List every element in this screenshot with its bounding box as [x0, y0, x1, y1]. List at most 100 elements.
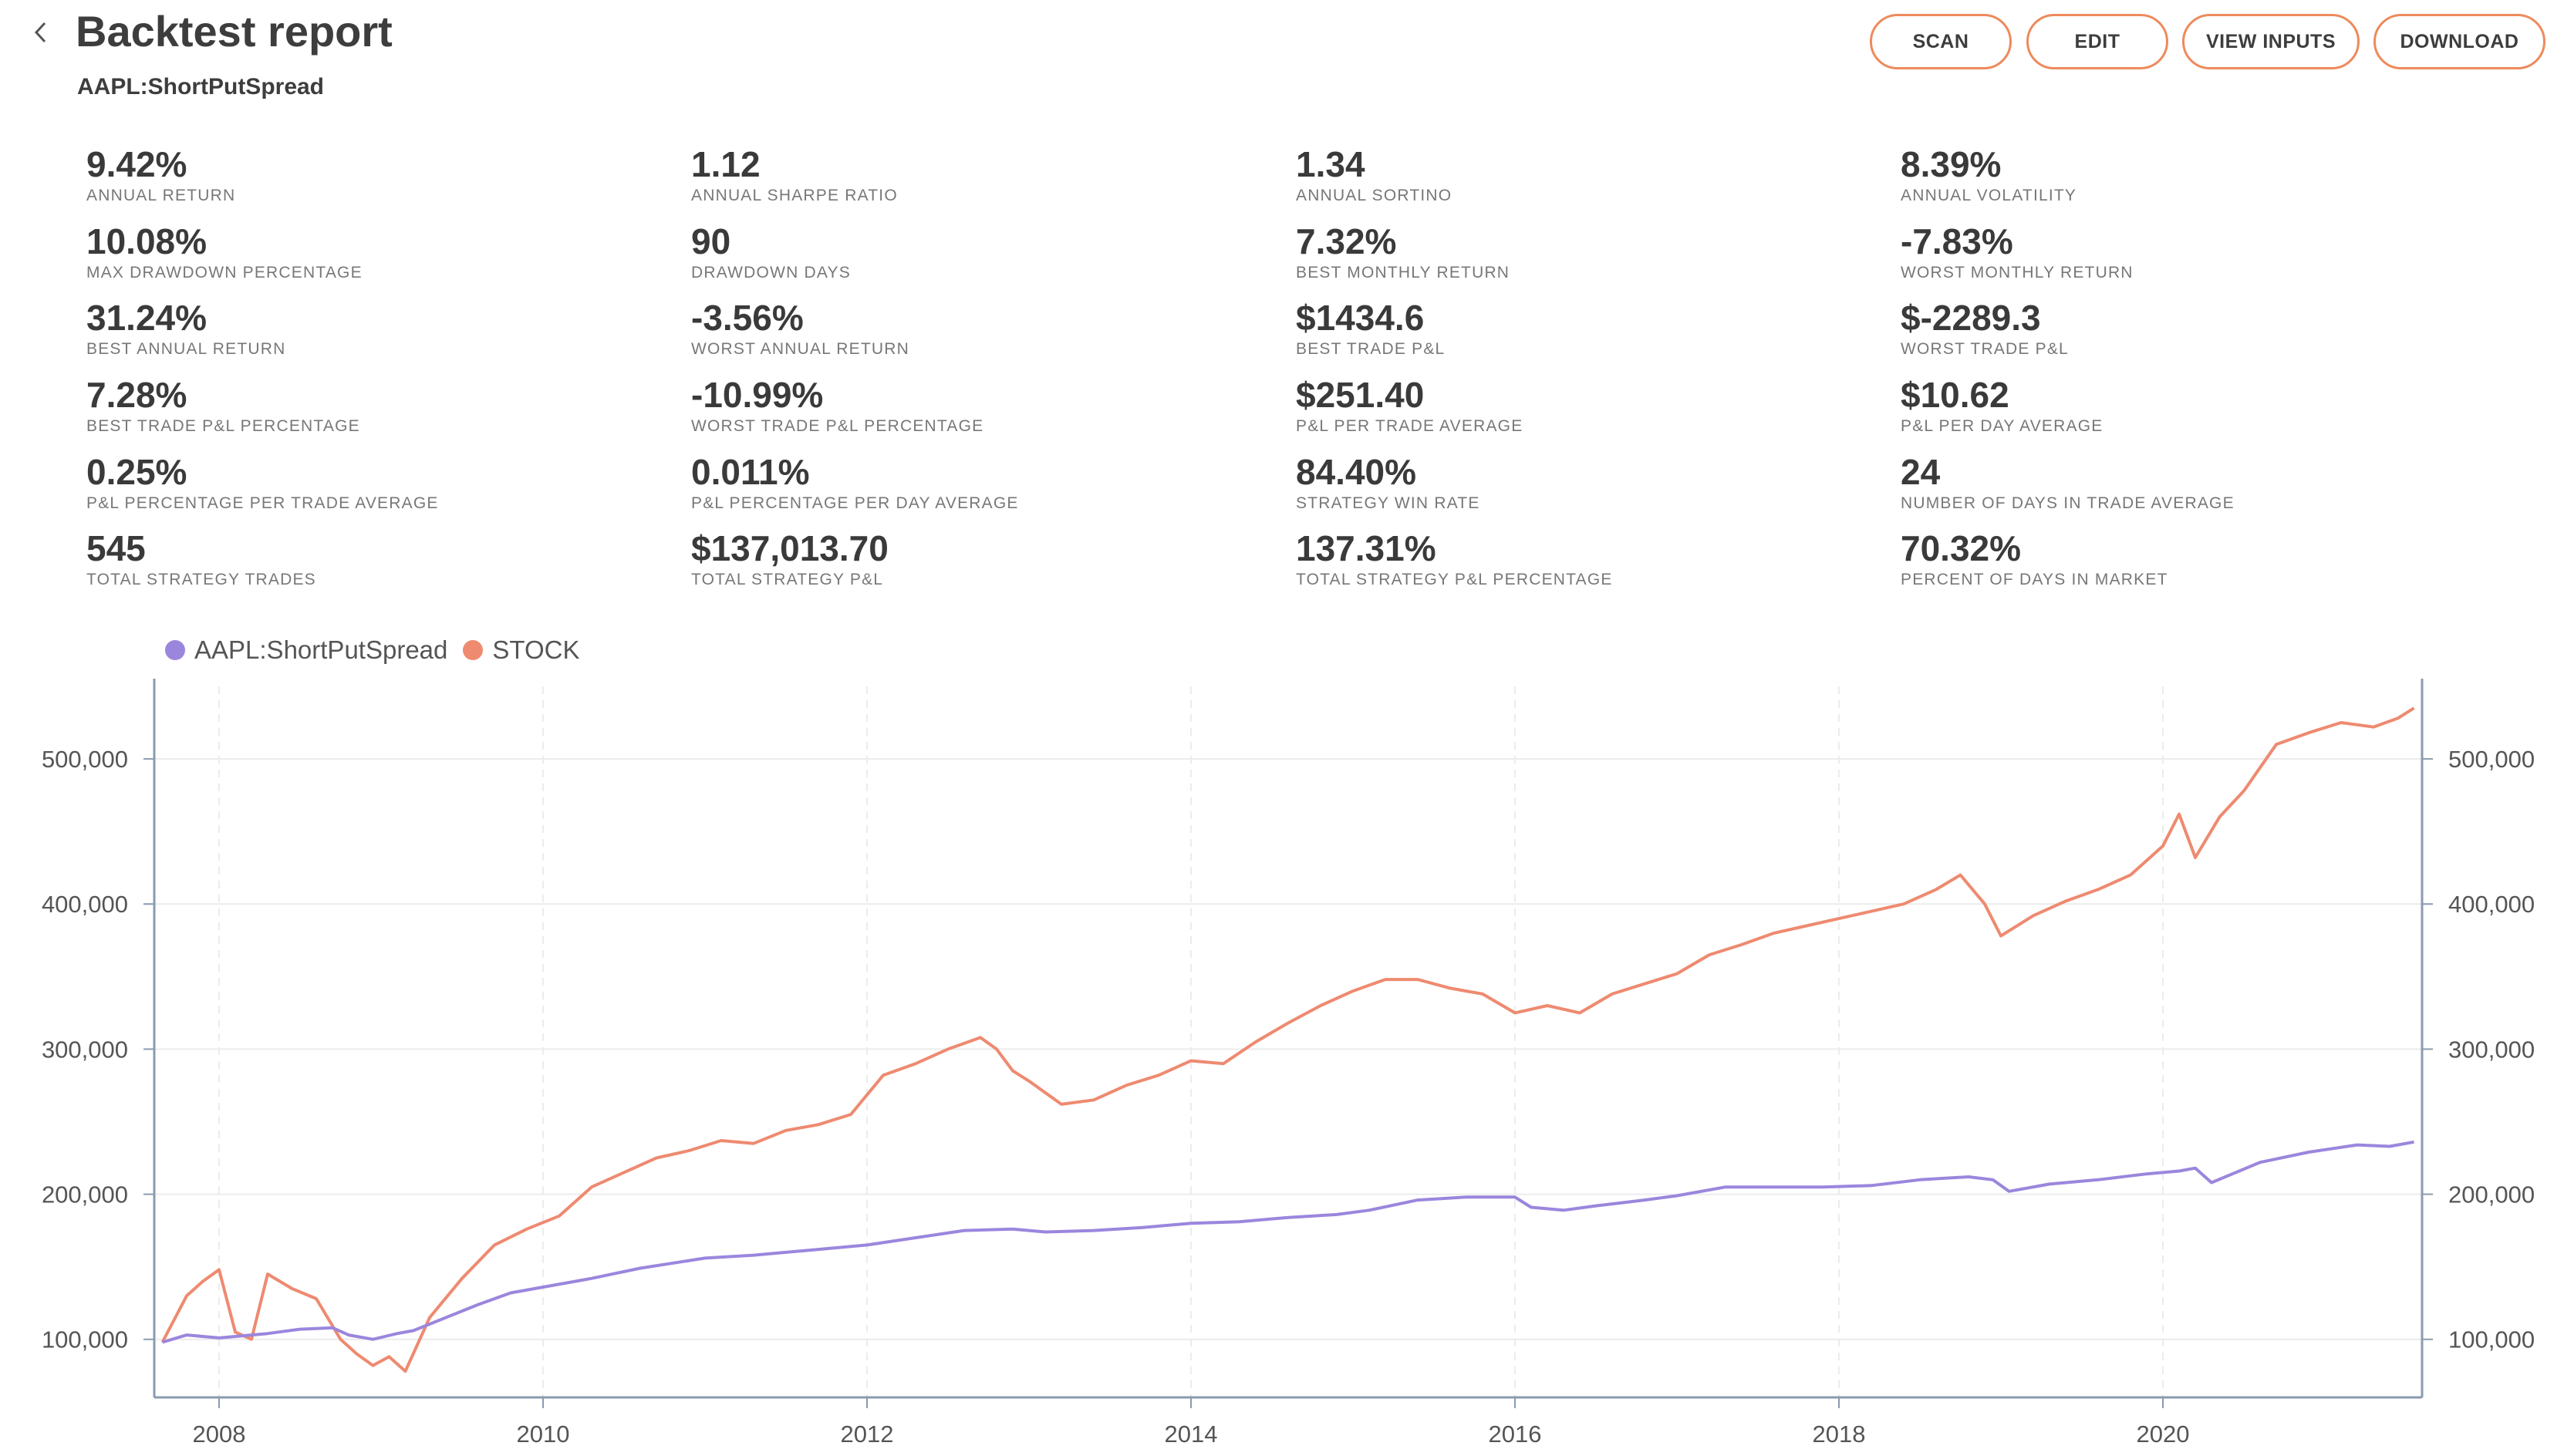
strategy-name: AAPL:ShortPutSpread [77, 74, 325, 99]
metric-value: -10.99% [691, 375, 824, 415]
metric-value: 7.28% [86, 375, 187, 415]
equity-chart: 100,000 100,000 200,000 200,000 300,000 300,0… [42, 679, 2535, 1448]
y-tick-label-left: 500,000 [42, 746, 128, 773]
metric-annual-return: 9.42% ANNUAL RETURN [86, 147, 235, 205]
metric-value: 10.08% [86, 221, 207, 261]
metric-pnl-per-trade-average: $251.40 P&L PER TRADE AVERAGE [1296, 377, 1523, 436]
chevron-left-icon [34, 22, 46, 43]
metric-best-annual-return: 31.24% BEST ANNUAL RETURN [86, 300, 286, 359]
metric-best-trade-pnl: $1434.6 BEST TRADE P&L [1296, 300, 1445, 359]
metric-label: BEST TRADE P&L [1296, 340, 1446, 358]
scan-button[interactable]: SCAN [1870, 14, 2012, 69]
metric-value: 84.40% [1296, 452, 1417, 492]
legend-dot-strategy [165, 640, 185, 660]
legend-item-stock[interactable]: STOCK [463, 635, 579, 665]
metric-label: BEST TRADE P&L PERCENTAGE [86, 417, 360, 435]
series-line-strategy [161, 1140, 2414, 1344]
y-tick-label-left: 200,000 [42, 1181, 128, 1208]
metric-total-strategy-pnl: $137,013.70 TOTAL STRATEGY P&L [691, 531, 889, 589]
metric-label: P&L PERCENTAGE PER TRADE AVERAGE [86, 494, 439, 512]
metric-value: 31.24% [86, 298, 207, 338]
x-tick-label: 2016 [1489, 1421, 1542, 1448]
y-tick-label-left: 100,000 [42, 1326, 128, 1353]
series-line-stock [160, 706, 2415, 1373]
metric-best-trade-pnl-percentage: 7.28% BEST TRADE P&L PERCENTAGE [86, 377, 360, 436]
metric-label: WORST TRADE P&L PERCENTAGE [691, 417, 984, 435]
metric-best-monthly-return: 7.32% BEST MONTHLY RETURN [1296, 224, 1510, 282]
metric-value: 7.32% [1296, 221, 1397, 261]
metric-worst-trade-pnl: $-2289.3 WORST TRADE P&L [1901, 300, 2069, 359]
metric-value: 9.42% [86, 144, 187, 184]
metric-value: 0.011% [691, 452, 810, 492]
legend-dot-stock [463, 640, 484, 660]
legend-label-stock: STOCK [492, 635, 580, 664]
metric-total-strategy-pnl-percentage: 137.31% TOTAL STRATEGY P&L PERCENTAGE [1296, 531, 1613, 589]
metric-value: $1434.6 [1296, 298, 1425, 338]
metric-pnl-percentage-per-trade-average: 0.25% P&L PERCENTAGE PER TRADE AVERAGE [86, 454, 439, 513]
download-button[interactable]: DOWNLOAD [2373, 14, 2545, 69]
metric-value: -7.83% [1901, 221, 2013, 261]
metric-label: WORST MONTHLY RETURN [1901, 264, 2134, 281]
metric-annual-volatility: 8.39% ANNUAL VOLATILITY [1901, 147, 2077, 205]
metric-value: 24 [1901, 452, 1941, 492]
metric-value: 70.32% [1901, 528, 2022, 568]
back-button[interactable] [28, 17, 56, 48]
x-tick-label: 2020 [2137, 1421, 2190, 1448]
metric-annual-sharpe-ratio: 1.12 ANNUAL SHARPE RATIO [691, 147, 898, 205]
metric-days-in-trade-average: 24 NUMBER OF DAYS IN TRADE AVERAGE [1901, 454, 2235, 513]
y-tick-label-right: 200,000 [2448, 1181, 2535, 1208]
metric-label: ANNUAL SHARPE RATIO [691, 187, 898, 204]
metric-value: $10.62 [1901, 375, 2009, 415]
metric-label: DRAWDOWN DAYS [691, 264, 851, 281]
edit-button[interactable]: EDIT [2026, 14, 2168, 69]
metric-strategy-win-rate: 84.40% STRATEGY WIN RATE [1296, 454, 1480, 513]
chart-series [160, 706, 2415, 1373]
metric-value: $251.40 [1296, 375, 1425, 415]
metric-label: MAX DRAWDOWN PERCENTAGE [86, 264, 363, 281]
metric-pnl-percentage-per-day-average: 0.011% P&L PERCENTAGE PER DAY AVERAGE [691, 454, 1019, 513]
y-tick-label-left: 300,000 [42, 1036, 128, 1063]
metric-label: ANNUAL SORTINO [1296, 187, 1452, 204]
page-title: Backtest report [76, 7, 393, 56]
y-tick-label-right: 400,000 [2448, 891, 2535, 918]
metric-label: TOTAL STRATEGY P&L [691, 571, 884, 588]
legend-label-strategy: AAPL:ShortPutSpread [194, 635, 448, 664]
metric-label: P&L PERCENTAGE PER DAY AVERAGE [691, 494, 1019, 512]
y-tick-label-right: 100,000 [2448, 1326, 2535, 1353]
metric-worst-trade-pnl-percentage: -10.99% WORST TRADE P&L PERCENTAGE [691, 377, 983, 436]
x-tick-label: 2010 [517, 1421, 570, 1448]
metric-pnl-per-day-average: $10.62 P&L PER DAY AVERAGE [1901, 377, 2103, 436]
metric-value: 8.39% [1901, 144, 2002, 184]
metric-label: TOTAL STRATEGY TRADES [86, 571, 316, 588]
metric-worst-annual-return: -3.56% WORST ANNUAL RETURN [691, 300, 909, 359]
metric-value: 1.12 [691, 144, 761, 184]
metric-total-strategy-trades: 545 TOTAL STRATEGY TRADES [86, 531, 316, 589]
y-tick-label-left: 400,000 [42, 891, 128, 918]
metric-label: STRATEGY WIN RATE [1296, 494, 1480, 512]
metric-value: 1.34 [1296, 144, 1365, 184]
metric-label: BEST ANNUAL RETURN [86, 340, 286, 358]
chart-axes: 100,000 100,000 200,000 200,000 300,000 300,0… [42, 679, 2535, 1448]
metric-max-drawdown-percentage: 10.08% MAX DRAWDOWN PERCENTAGE [86, 224, 363, 282]
metric-drawdown-days: 90 DRAWDOWN DAYS [691, 224, 851, 282]
metric-label: NUMBER OF DAYS IN TRADE AVERAGE [1901, 494, 2235, 512]
x-tick-label: 2018 [1813, 1421, 1866, 1448]
y-tick-label-right: 500,000 [2448, 746, 2535, 773]
metric-label: P&L PER TRADE AVERAGE [1296, 417, 1523, 435]
metric-value: 545 [86, 528, 146, 568]
metric-value: $137,013.70 [691, 528, 889, 568]
metric-value: 0.25% [86, 452, 187, 492]
metric-label: PERCENT OF DAYS IN MARKET [1901, 571, 2168, 588]
chart-legend: AAPL:ShortPutSpread STOCK [165, 635, 595, 665]
metric-label: WORST ANNUAL RETURN [691, 340, 909, 358]
chart-grid [154, 686, 2422, 1397]
metric-percent-days-in-market: 70.32% PERCENT OF DAYS IN MARKET [1901, 531, 2168, 589]
view-inputs-button[interactable]: VIEW INPUTS [2182, 14, 2360, 69]
metric-value: 137.31% [1296, 528, 1436, 568]
legend-item-strategy[interactable]: AAPL:ShortPutSpread [165, 635, 447, 665]
metric-label: ANNUAL RETURN [86, 187, 236, 204]
metric-label: WORST TRADE P&L [1901, 340, 2069, 358]
x-tick-label: 2012 [841, 1421, 894, 1448]
metric-value: $-2289.3 [1901, 298, 2041, 338]
x-tick-label: 2014 [1165, 1421, 1218, 1448]
